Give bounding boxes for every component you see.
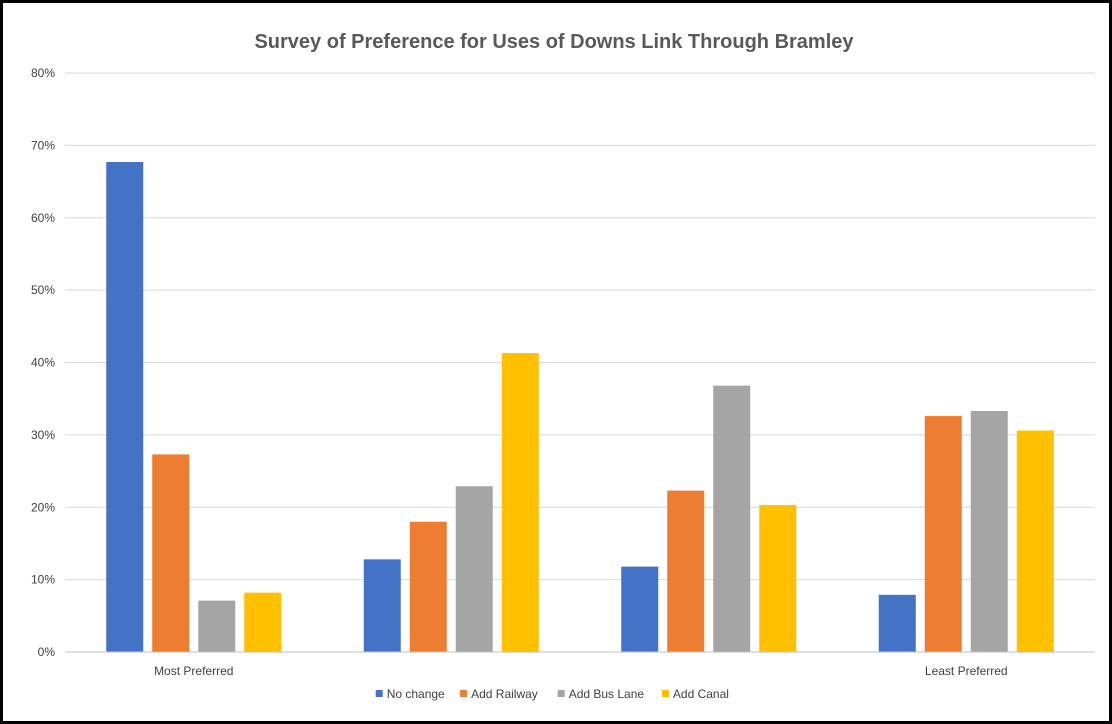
legend-item-label: Add Canal <box>673 687 729 701</box>
bar <box>198 600 236 652</box>
legend-item-label: No change <box>387 687 445 701</box>
y-tick-label: 70% <box>31 138 55 152</box>
bar <box>970 410 1008 652</box>
legend-swatch <box>460 690 468 697</box>
y-tick-label: 60% <box>31 211 55 225</box>
bar <box>244 592 282 652</box>
bar <box>106 162 144 653</box>
bars <box>106 162 1054 653</box>
bar <box>759 505 797 652</box>
bar <box>924 416 962 652</box>
y-tick-label: 10% <box>31 573 55 587</box>
y-tick-label: 20% <box>31 500 55 514</box>
bar <box>621 566 659 652</box>
y-tick-label: 80% <box>31 66 55 80</box>
legend-item-label: Add Bus Lane <box>569 687 645 701</box>
y-axis: 0% 10% 20% 30% 40% 50% 60% 70% 80% <box>31 66 55 659</box>
bar <box>152 454 190 652</box>
bar <box>409 521 447 652</box>
y-tick-label: 40% <box>31 356 55 370</box>
chart-title: Survey of Preference for Uses of Downs L… <box>254 31 854 53</box>
bar <box>667 490 705 652</box>
x-tick-label: Least Preferred <box>925 664 1008 678</box>
x-axis: Most Preferred Least Preferred <box>65 651 1095 678</box>
legend-swatch <box>375 690 383 697</box>
gridlines <box>65 72 1095 581</box>
bar <box>1016 430 1054 652</box>
legend-swatch <box>557 690 565 697</box>
bar <box>713 385 751 652</box>
bar-chart: Survey of Preference for Uses of Downs L… <box>31 31 1095 701</box>
bar <box>455 486 493 652</box>
legend: No change Add Railway Add Bus Lane Add Cana… <box>375 687 729 701</box>
bar <box>878 594 916 652</box>
x-tick-label: Most Preferred <box>154 664 233 678</box>
y-tick-label: 50% <box>31 283 55 297</box>
legend-item-label: Add Railway <box>471 687 538 701</box>
legend-swatch <box>661 690 669 697</box>
bar <box>363 559 401 652</box>
bar <box>501 353 539 652</box>
y-tick-label: 30% <box>31 428 55 442</box>
y-tick-label: 0% <box>38 645 56 659</box>
